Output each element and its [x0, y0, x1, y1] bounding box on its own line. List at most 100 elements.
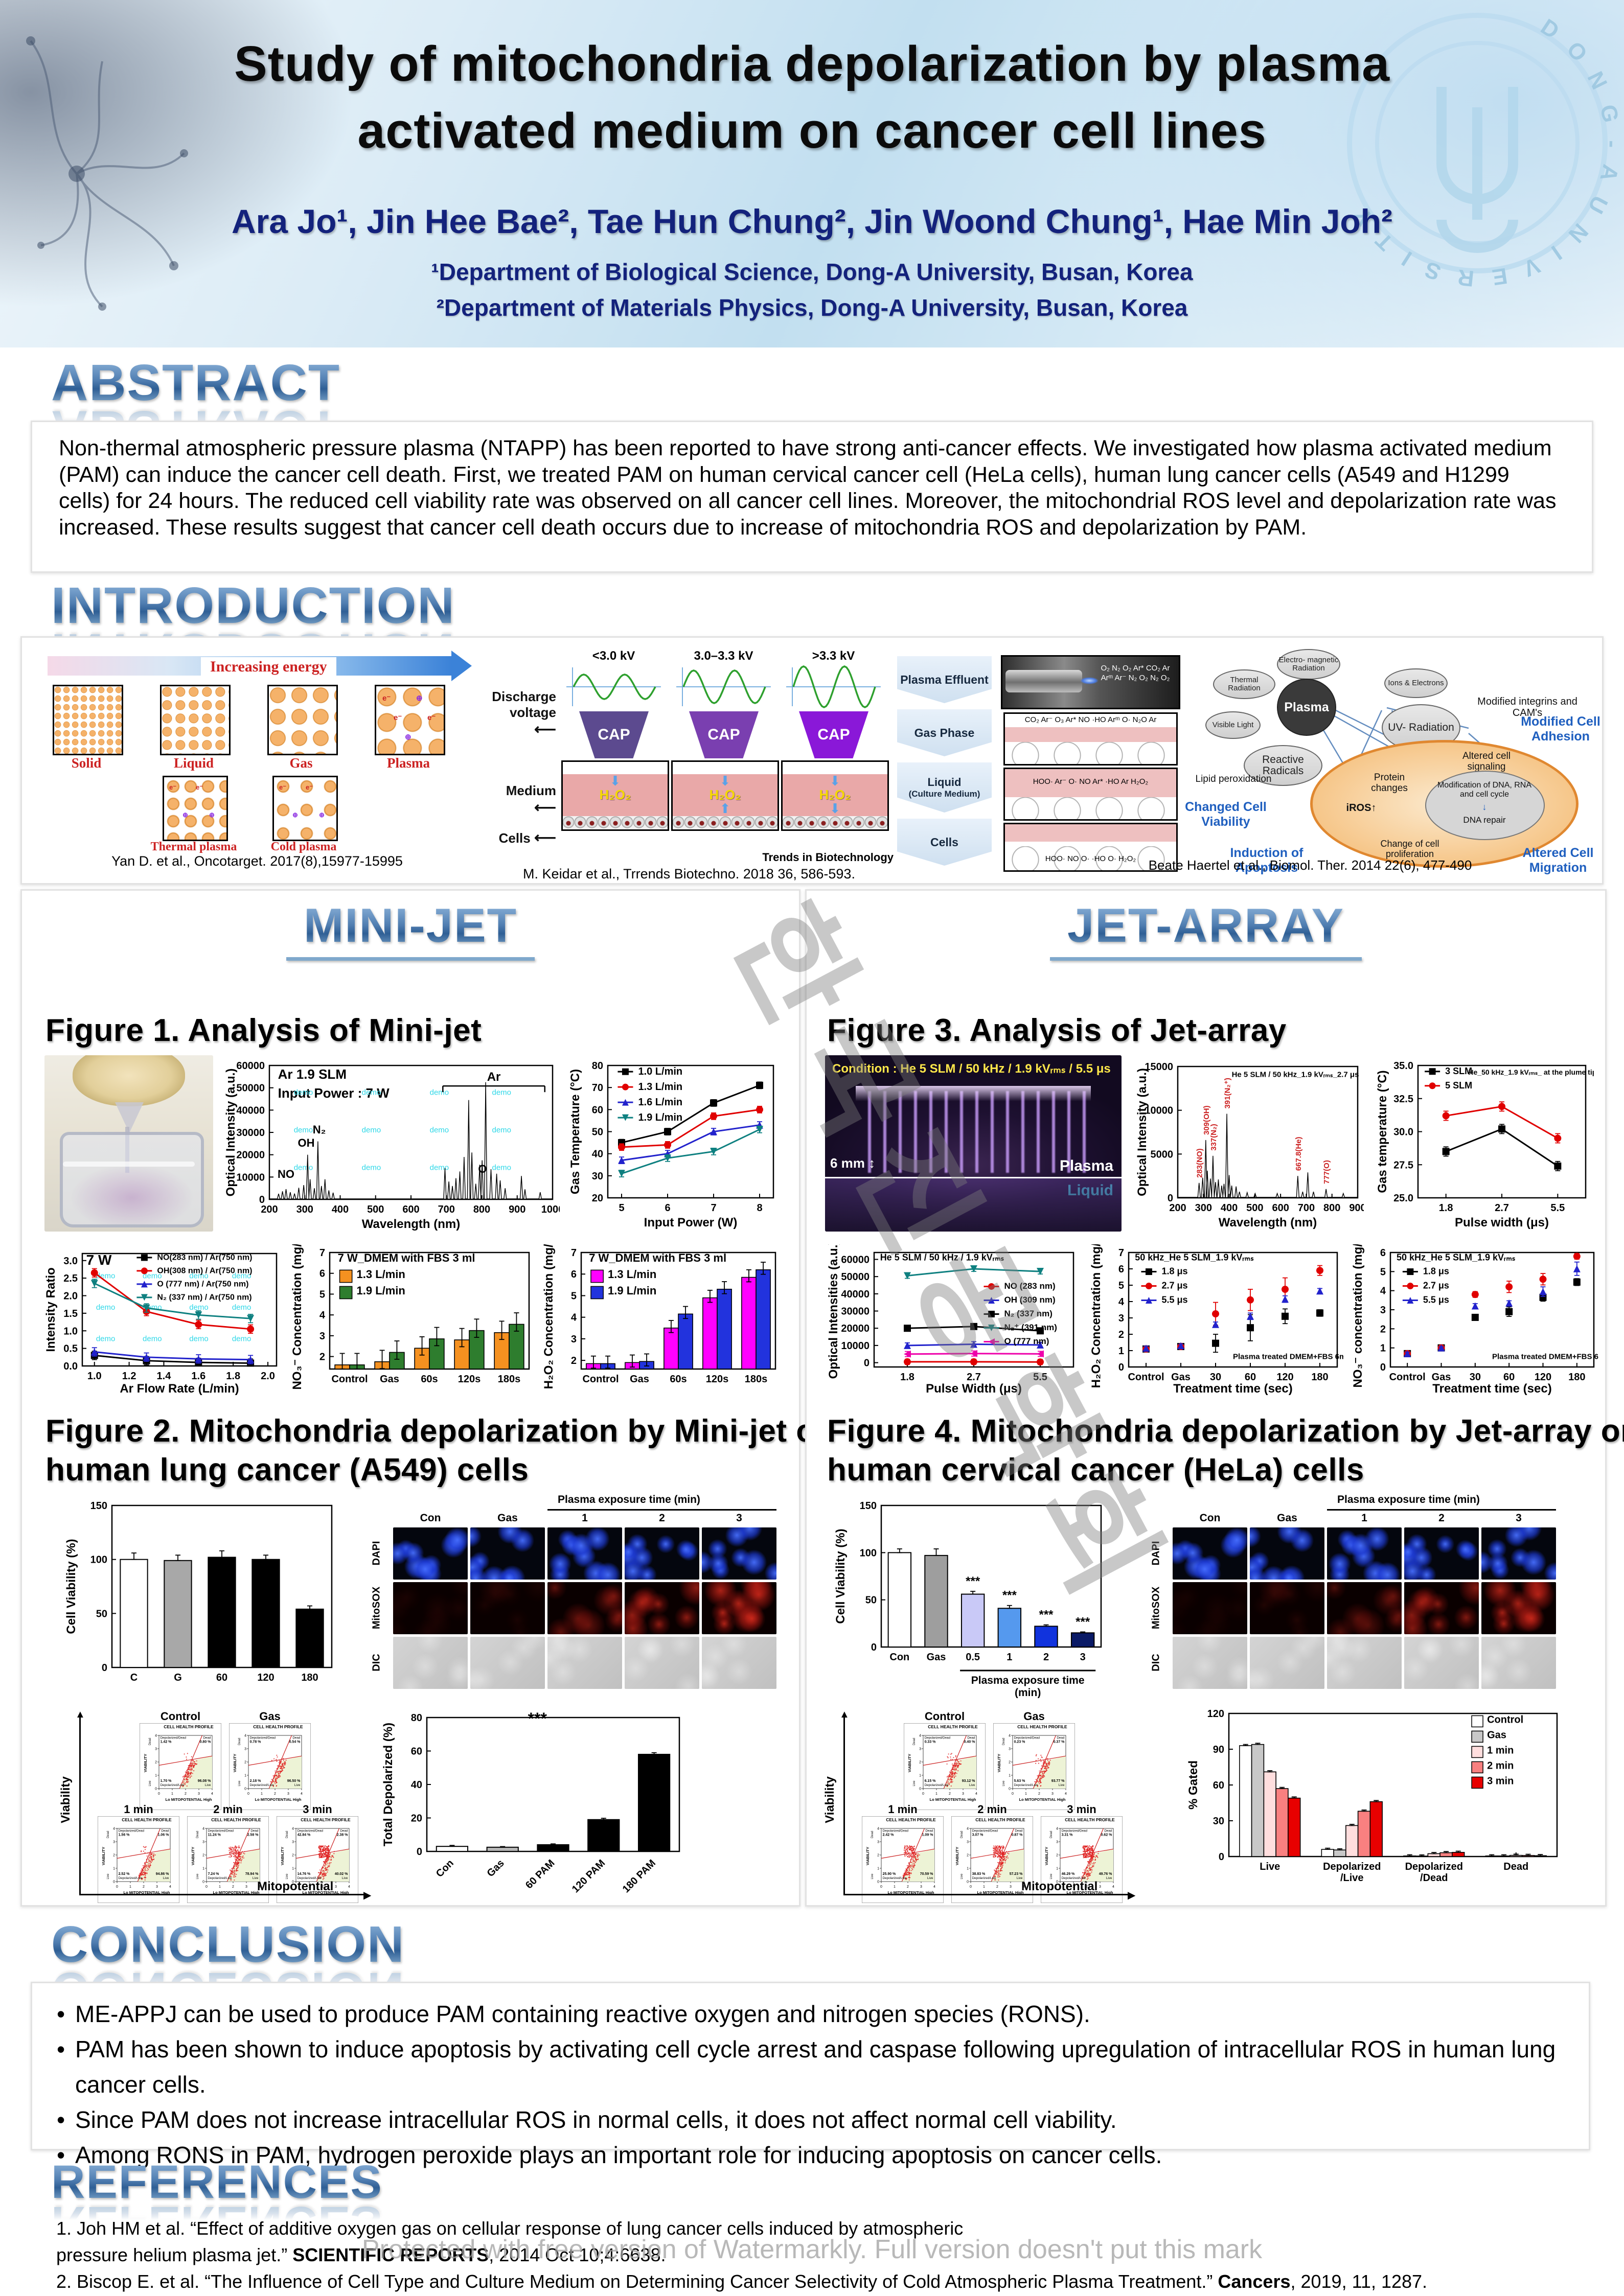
svg-text:VIABILITY: VIABILITY	[143, 1754, 148, 1772]
svg-text:Depolarized/Live: Depolarized/Live	[298, 1876, 322, 1880]
svg-text:1.3 L/min: 1.3 L/min	[357, 1268, 405, 1281]
bottom-watermark: Protected with free version of Watermark…	[361, 2235, 1263, 2264]
svg-text:Dead: Dead	[1050, 1831, 1053, 1838]
modified-adhesion-label: Modified Cell Adhesion	[1521, 714, 1600, 744]
svg-text:2: 2	[202, 1854, 204, 1858]
svg-text:1.70 %: 1.70 %	[161, 1779, 172, 1783]
fig3-intensities-chart: 0 10000 20000 30000 40000 50000 60000 1.8 2.7 5.5…	[825, 1241, 1081, 1400]
svg-text:Dead: Dead	[967, 1736, 975, 1740]
svg-text:2.7 μs: 2.7 μs	[1423, 1281, 1449, 1291]
svg-text:1: 1	[877, 1867, 879, 1871]
micro-tile-DAPI-1	[1327, 1527, 1402, 1580]
svg-text:1: 1	[894, 1885, 896, 1889]
left-arrow-icon: ⟵	[534, 799, 556, 816]
svg-text:180s: 180s	[498, 1374, 521, 1385]
svg-text:0: 0	[1219, 1851, 1224, 1863]
changed-viability-label: Changed Cell Viability	[1185, 800, 1267, 829]
svg-text:2: 2	[185, 1792, 187, 1796]
svg-text:VIABILITY: VIABILITY	[907, 1754, 912, 1772]
svg-text:0.23 %: 0.23 %	[1014, 1740, 1026, 1744]
svg-text:Dead: Dead	[203, 1736, 211, 1740]
svg-text:500: 500	[1246, 1202, 1263, 1214]
svg-text:Depolarized/Live: Depolarized/Live	[1014, 1783, 1038, 1787]
affiliation-1: ¹Department of Biological Science, Dong-…	[431, 259, 1193, 285]
state-label-Solid: Solid	[71, 755, 102, 771]
svg-text:Dead: Dead	[292, 1736, 301, 1740]
left-arrow-icon: ⟵	[534, 721, 556, 738]
micro-tile-MitoSOX-Gas	[1250, 1582, 1324, 1634]
svg-text:2.58 %: 2.58 %	[247, 1833, 259, 1837]
medium-liquid: ⬇ H₂O₂ ⬇	[783, 774, 887, 816]
plasma-node: Plasma	[1277, 679, 1336, 736]
svg-text:4: 4	[202, 1827, 204, 1831]
fig2-flow-cytometry: ▲ Viability Control CELL HEALTH PROFILE 0 0 1 1…	[32, 1706, 789, 1903]
svg-text:0: 0	[1009, 1788, 1011, 1791]
microscopy-row-DIC: DIC	[1150, 1654, 1162, 1672]
svg-text:25.0: 25.0	[1393, 1193, 1413, 1204]
svg-text:2: 2	[1380, 1324, 1386, 1335]
micro-tile-DAPI-Gas	[1250, 1527, 1324, 1580]
jet-glow	[1080, 677, 1099, 684]
medium-container: ⬇ H₂O₂ ⬆	[671, 760, 779, 831]
exposure-time-header: Plasma exposure time (min)	[1337, 1494, 1480, 1505]
svg-text:0: 0	[295, 1885, 297, 1889]
svg-text:60 PAM: 60 PAM	[523, 1858, 557, 1891]
svg-text:Gas: Gas	[380, 1374, 399, 1385]
conclusion-bullet-0: ME-APPJ can be used to produce PAM conta…	[53, 1997, 1568, 2032]
svg-text:Depolarized/Live: Depolarized/Live	[208, 1876, 232, 1880]
micro-tile-DAPI-1	[547, 1527, 622, 1580]
funnel	[115, 1102, 144, 1133]
svg-text:60000: 60000	[236, 1060, 265, 1072]
svg-text:demo: demo	[430, 1163, 449, 1172]
svg-text:49.76 %: 49.76 %	[1099, 1872, 1112, 1876]
svg-text:6: 6	[1118, 1264, 1124, 1275]
svg-text:8: 8	[757, 1202, 762, 1214]
affiliation-2: ²Department of Materials Physics, Dong-A…	[436, 294, 1188, 321]
fig2-microscopy-grid: Plasma exposure time (min) Con Gas 1 2 3 DAPI M…	[359, 1494, 791, 1698]
svg-text:0.40 %: 0.40 %	[964, 1740, 976, 1744]
svg-text:0: 0	[871, 1642, 877, 1653]
energy-label: Increasing energy	[201, 657, 336, 677]
svg-text:180: 180	[1311, 1372, 1328, 1383]
fig4-microscopy-grid: Plasma exposure time (min) Con Gas 1 2 3 DAPI M…	[1139, 1494, 1594, 1698]
svg-text:800: 800	[1323, 1202, 1340, 1214]
svg-text:Live: Live	[969, 1783, 975, 1787]
svg-text:3: 3	[202, 1841, 204, 1844]
dna-circle: Modification of DNA, RNA and cell cycle …	[1425, 771, 1545, 840]
svg-text:60s: 60s	[670, 1374, 687, 1385]
poster-title: Study of mitochondria depolarization by …	[0, 31, 1624, 165]
svg-text:30000: 30000	[236, 1127, 265, 1139]
svg-text:Live: Live	[927, 1876, 933, 1880]
svg-text:2.38 %: 2.38 %	[337, 1833, 349, 1837]
svg-text:5.5: 5.5	[1550, 1202, 1565, 1214]
bubble-em-radiation: Electro- magnetic Radiation	[1277, 649, 1340, 680]
state-box-Plasma: e⁻ e⁻ ⊕ ⊕ e⁻	[375, 685, 445, 755]
svg-text:3.0: 3.0	[63, 1256, 78, 1267]
svg-text:6: 6	[1380, 1247, 1386, 1259]
beaker	[60, 1132, 204, 1227]
svg-text:35.0: 35.0	[1393, 1060, 1413, 1072]
svg-text:VIABILITY: VIABILITY	[101, 1847, 106, 1865]
down-arrow-icon: ⬇	[609, 773, 621, 788]
svg-text:Gas Temperature (°C): Gas Temperature (°C)	[568, 1069, 582, 1194]
svg-text:3: 3	[877, 1841, 879, 1844]
svg-text:0: 0	[417, 1846, 422, 1858]
ion-glyph: ⊕	[416, 694, 423, 703]
svg-text:1.3 L/min: 1.3 L/min	[638, 1081, 682, 1093]
svg-text:Cell Viability (%): Cell Viability (%)	[834, 1528, 848, 1624]
svg-text:309(OH): 309(OH)	[1202, 1105, 1211, 1135]
cells-pink	[1005, 824, 1176, 842]
svg-text:0: 0	[1059, 1885, 1061, 1889]
svg-text:40000: 40000	[236, 1105, 265, 1116]
svg-text:283(NO): 283(NO)	[1196, 1148, 1204, 1178]
svg-text:5.5 μs: 5.5 μs	[1161, 1295, 1187, 1305]
flow-panel-label: 3 min	[1067, 1803, 1096, 1816]
svg-text:5 SLM: 5 SLM	[1445, 1080, 1472, 1091]
conclusion-bullet-3: Among RONS in PAM, hydrogen peroxide pla…	[53, 2138, 1568, 2173]
svg-text:4: 4	[571, 1312, 577, 1324]
cap-column-0: <3.0 kV CAP ⬇ H₂O₂	[561, 649, 669, 853]
svg-text:CELL HEALTH PROFILE: CELL HEALTH PROFILE	[975, 1817, 1025, 1822]
svg-text:4: 4	[1065, 1792, 1067, 1796]
svg-text:VIABILITY: VIABILITY	[997, 1754, 1001, 1772]
svg-text:3: 3	[962, 1792, 964, 1796]
